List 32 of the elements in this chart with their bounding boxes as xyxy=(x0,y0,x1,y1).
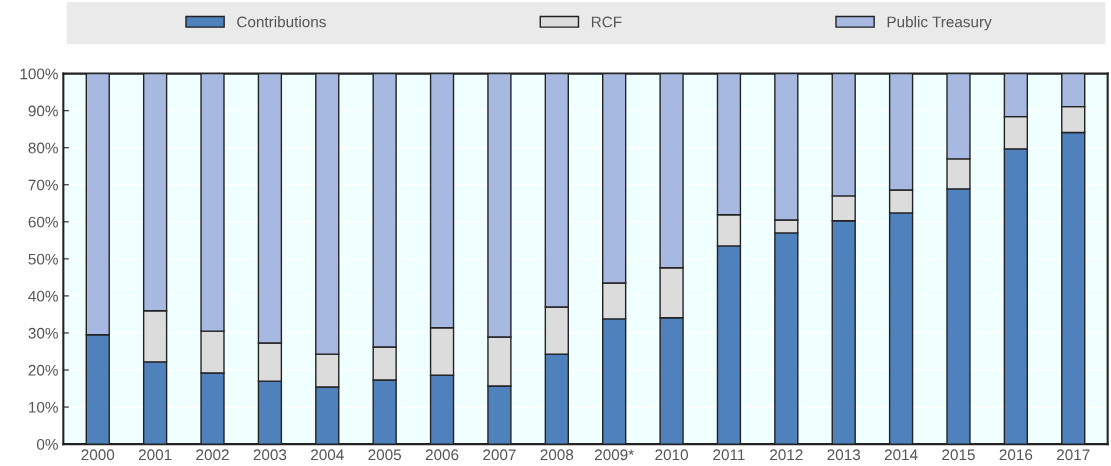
x-tick-label: 2002 xyxy=(196,449,229,461)
legend-label: Public Treasury xyxy=(887,16,992,31)
y-tick-label: 90% xyxy=(28,105,58,117)
legend-label: RCF xyxy=(591,16,622,28)
y-tick-label: 60% xyxy=(28,216,58,228)
x-tick-label: 2006 xyxy=(425,449,459,461)
x-tick-label: 2017 xyxy=(1057,449,1090,461)
x-tick-label: 2009* xyxy=(594,449,634,461)
x-tick-label: 2013 xyxy=(827,449,861,461)
x-tick-label: 2004 xyxy=(311,449,344,461)
x-tick-label: 2012 xyxy=(770,449,803,461)
y-tick-label: 40% xyxy=(28,290,58,302)
y-tick-label: 80% xyxy=(28,142,58,154)
y-tick-label: 10% xyxy=(29,401,58,413)
x-tick-label: 2011 xyxy=(713,449,745,461)
x-tick-label: 2008 xyxy=(540,449,574,461)
legend-label: Contributions xyxy=(237,16,326,28)
y-tick-label: 0% xyxy=(36,438,58,450)
x-tick-label: 2007 xyxy=(483,449,516,461)
x-tick-label: 2014 xyxy=(884,449,918,461)
x-tick-label: 2003 xyxy=(253,449,287,461)
y-tick-label: 20% xyxy=(28,364,58,376)
y-tick-label: 100% xyxy=(20,68,58,80)
x-tick-label: 2015 xyxy=(942,449,975,461)
x-tick-label: 2016 xyxy=(999,449,1033,461)
x-tick-label: 2000 xyxy=(81,449,115,461)
y-tick-label: 30% xyxy=(28,327,58,339)
y-tick-label: 50% xyxy=(28,253,58,265)
y-tick-label: 70% xyxy=(28,179,58,191)
x-tick-label: 2005 xyxy=(368,449,402,461)
x-tick-label: 2001 xyxy=(138,449,172,461)
x-tick-label: 2010 xyxy=(655,449,688,461)
